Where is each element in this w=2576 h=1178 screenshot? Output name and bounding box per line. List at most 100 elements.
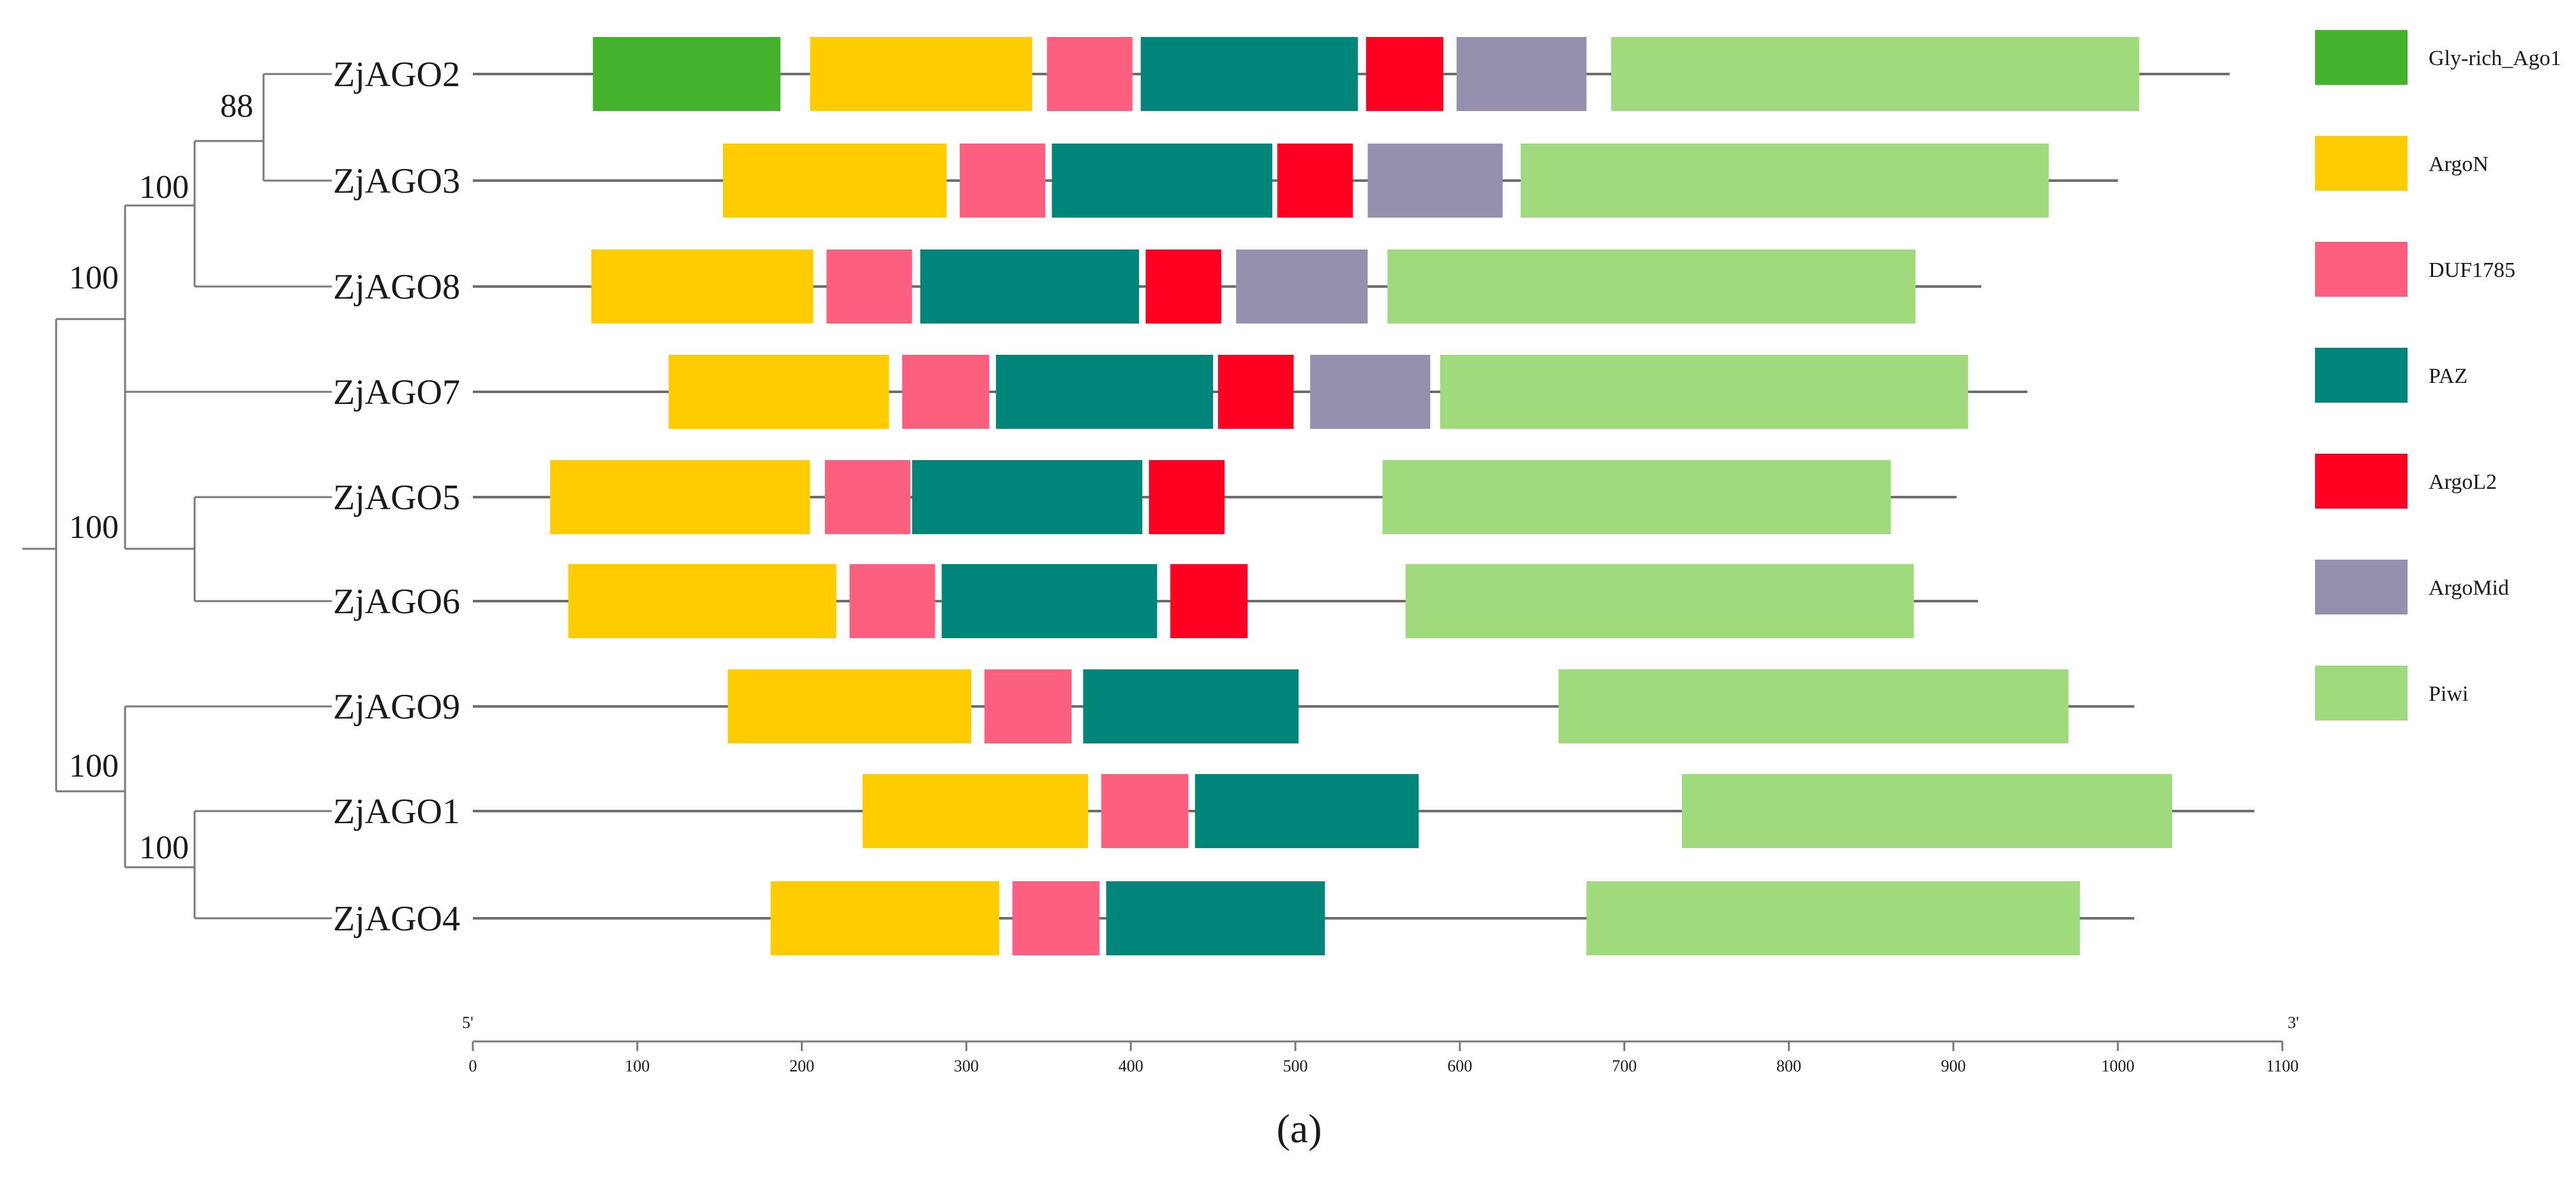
domain-box-piwi: [1611, 37, 2140, 111]
protein-row: ZjAGO1: [333, 774, 2254, 848]
gene-label: ZjAGO4: [333, 899, 460, 939]
domain-box-duf: [960, 144, 1046, 218]
legend-item-argol2: ArgoL2: [2315, 454, 2497, 509]
domain-box-argol2: [1366, 37, 1444, 111]
gene-label: ZjAGO7: [333, 373, 460, 412]
protein-row: ZjAGO9: [333, 669, 2134, 743]
axis-tick-label: 300: [954, 1057, 979, 1075]
domain-box-argomid: [1236, 250, 1368, 324]
legend-swatch: [2315, 348, 2408, 403]
legend-label: ArgoMid: [2429, 576, 2509, 600]
bootstrap-value: 100: [69, 260, 119, 296]
legend-label: ArgoL2: [2429, 470, 2497, 494]
bootstrap-value: 100: [139, 169, 189, 205]
legend-item-duf: DUF1785: [2315, 242, 2515, 297]
gene-label: ZjAGO1: [333, 792, 460, 831]
domain-box-duf: [1101, 774, 1189, 848]
domain-box-paz: [1195, 774, 1419, 848]
domain-box-paz: [912, 460, 1143, 534]
bootstrap-value: 88: [220, 88, 253, 124]
legend-label: Piwi: [2429, 682, 2468, 706]
domain-box-duf: [902, 355, 990, 429]
axis-tick-label: 400: [1119, 1057, 1143, 1075]
bootstrap-value: 100: [69, 748, 119, 784]
legend-swatch: [2315, 242, 2408, 297]
axis-tick-label: 800: [1776, 1057, 1801, 1075]
legend-item-argomid: ArgoMid: [2315, 560, 2509, 615]
axis-tick-label: 1000: [2101, 1057, 2134, 1075]
axis-tick-label: 900: [1941, 1057, 1966, 1075]
protein-row: ZjAGO3: [333, 144, 2118, 218]
legend-item-paz: PAZ: [2315, 348, 2468, 403]
bootstrap-value: 100: [139, 830, 189, 866]
domain-box-argon: [591, 250, 814, 324]
domain-box-piwi: [1558, 669, 2069, 743]
gene-label: ZjAGO6: [333, 582, 460, 622]
domain-box-paz: [920, 250, 1140, 324]
axis-3prime-label: 3': [2288, 1013, 2299, 1032]
axis-tick-label: 600: [1447, 1057, 1472, 1075]
legend-swatch: [2315, 136, 2408, 191]
domain-box-argon: [810, 37, 1032, 111]
protein-row: ZjAGO2: [333, 37, 2230, 111]
domain-box-paz: [1083, 669, 1299, 743]
domain-box-argon: [668, 355, 890, 429]
axis-5prime-label: 5': [462, 1013, 473, 1032]
protein-rows: ZjAGO2 ZjAGO3 ZjAGO8 ZjAGO7 ZjAGO5 ZjAGO6 ZjAG…: [333, 37, 2254, 955]
protein-row: ZjAGO4: [333, 881, 2134, 955]
domain-box-piwi: [1405, 564, 1914, 638]
domain-box-duf: [984, 669, 1072, 743]
legend-item-argon: ArgoN: [2315, 136, 2489, 191]
legend-swatch: [2315, 30, 2408, 85]
legend-label: PAZ: [2429, 364, 2468, 388]
gene-label: ZjAGO9: [333, 687, 460, 727]
axis-tick-label: 1100: [2266, 1057, 2298, 1075]
domain-box-paz: [1052, 144, 1272, 218]
domain-box-argol2: [1277, 144, 1353, 218]
legend-swatch: [2315, 454, 2408, 509]
domain-box-duf: [1046, 37, 1133, 111]
axis-tick-label: 700: [1612, 1057, 1637, 1075]
domain-box-argomid: [1310, 355, 1431, 429]
domain-box-duf: [849, 564, 935, 638]
domain-box-argol2: [1217, 355, 1294, 429]
axis-tick-label: 100: [625, 1057, 650, 1075]
gene-label: ZjAGO3: [333, 161, 460, 201]
legend-swatch: [2315, 666, 2408, 720]
legend-label: ArgoN: [2429, 153, 2489, 176]
legend-label: DUF1785: [2429, 258, 2515, 282]
legend-item-gly: Gly-rich_Ago1: [2315, 30, 2561, 85]
domain-box-argol2: [1145, 250, 1221, 324]
domain-box-gly: [593, 37, 781, 111]
gene-label: ZjAGO5: [333, 478, 460, 518]
domain-legend: Gly-rich_Ago1 ArgoN DUF1785 PAZ ArgoL2 ArgoMi…: [2315, 30, 2561, 720]
protein-row: ZjAGO7: [333, 355, 2028, 429]
axis-tick-label: 500: [1283, 1057, 1308, 1075]
legend-label: Gly-rich_Ago1: [2429, 47, 2561, 70]
domain-box-argon: [722, 144, 947, 218]
legend-item-piwi: Piwi: [2315, 666, 2468, 720]
domain-box-paz: [941, 564, 1158, 638]
domain-box-paz: [1140, 37, 1358, 111]
axis-tick-label: 0: [469, 1057, 477, 1075]
panel-label: (a): [1276, 1106, 1322, 1151]
domain-box-argon: [550, 460, 810, 534]
domain-box-piwi: [1681, 774, 2173, 848]
domain-box-argomid: [1367, 144, 1503, 218]
domain-box-duf: [824, 460, 911, 534]
domain-box-duf: [1012, 881, 1100, 955]
protein-row: ZjAGO8: [333, 250, 1982, 324]
domain-box-paz: [1106, 881, 1325, 955]
protein-row: ZjAGO5: [333, 460, 1957, 534]
gene-label: ZjAGO2: [333, 55, 460, 94]
domain-box-argol2: [1149, 460, 1225, 534]
domain-box-piwi: [1586, 881, 2080, 955]
phylogenetic-tree: 88 100 100 100 100 100: [22, 73, 332, 920]
gene-label: ZjAGO8: [333, 267, 460, 307]
domain-box-argon: [568, 564, 837, 638]
domain-box-paz: [995, 355, 1214, 429]
axis-tick-label: 200: [789, 1057, 814, 1075]
bootstrap-value: 100: [69, 509, 119, 546]
protein-row: ZjAGO6: [333, 564, 1978, 638]
